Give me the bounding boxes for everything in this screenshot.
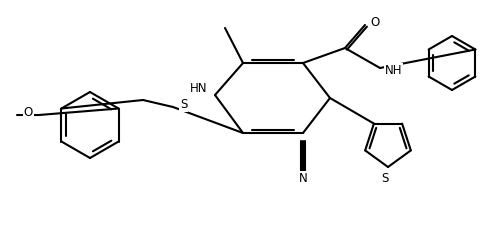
Text: O: O xyxy=(24,106,33,120)
Text: O: O xyxy=(370,17,379,30)
Text: S: S xyxy=(381,172,388,185)
Text: N: N xyxy=(299,171,307,185)
Text: HN: HN xyxy=(189,82,207,96)
Text: NH: NH xyxy=(385,64,402,76)
Text: S: S xyxy=(180,99,187,112)
